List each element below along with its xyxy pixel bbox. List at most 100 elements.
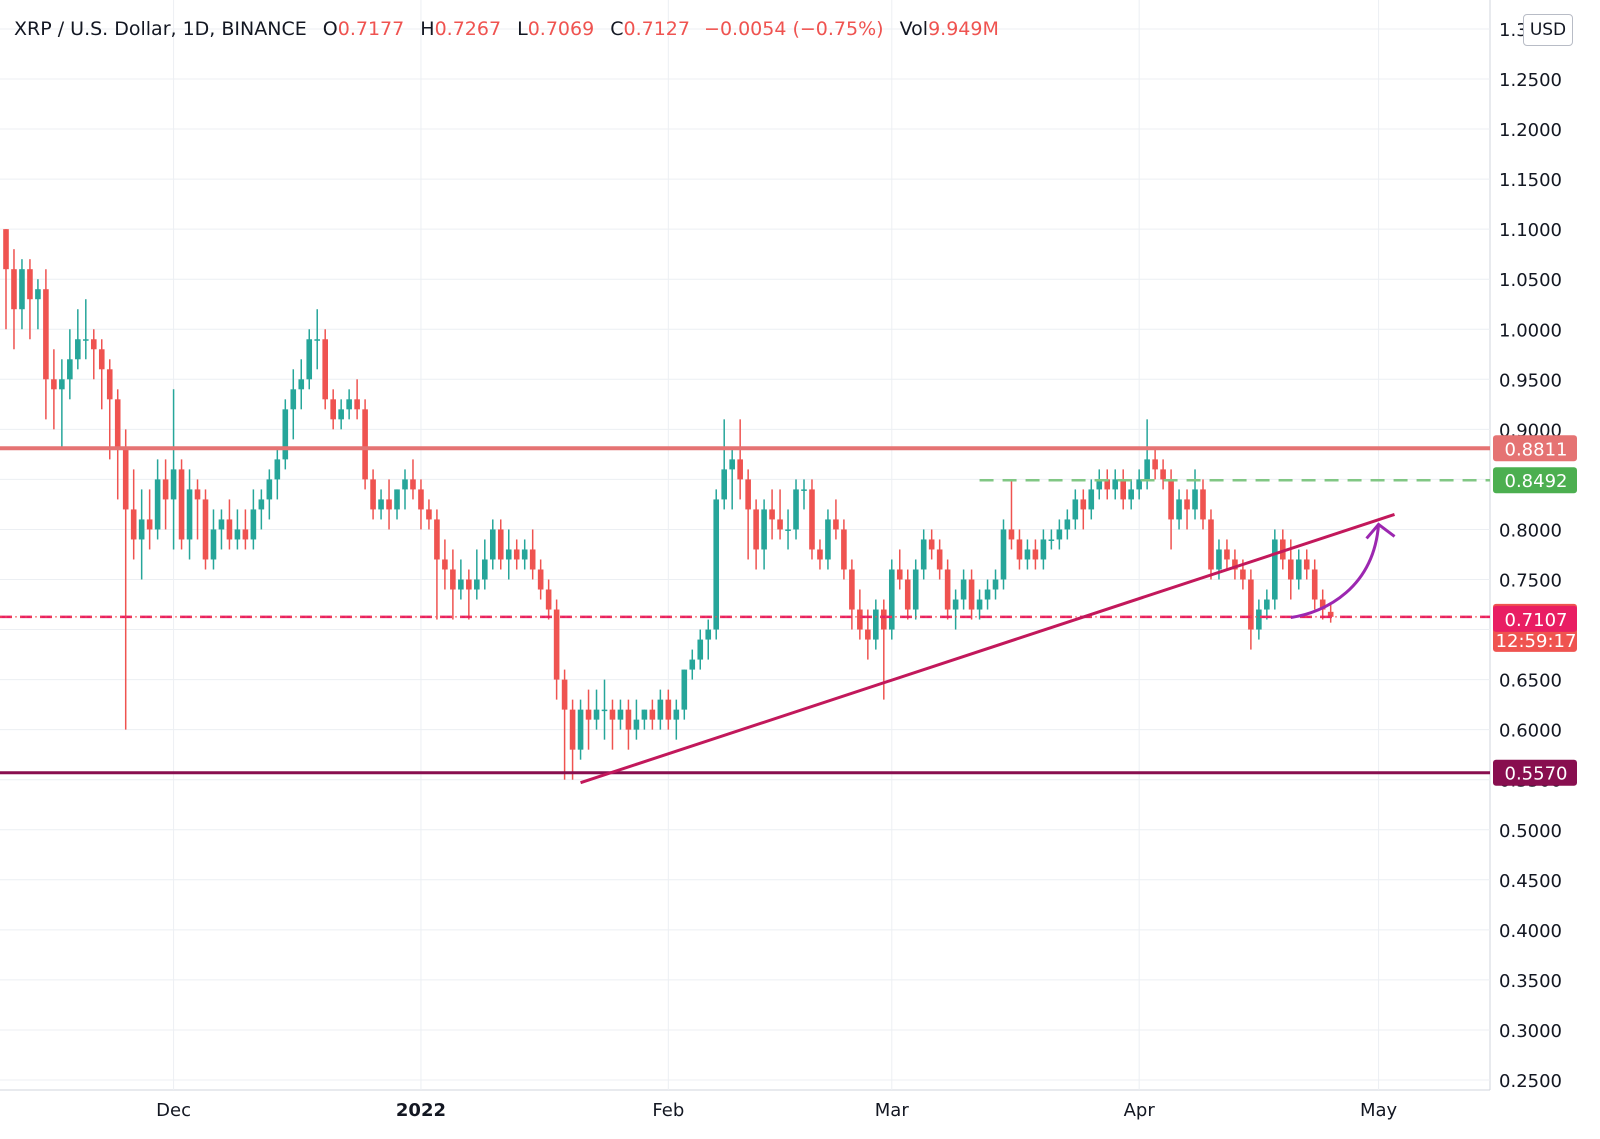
x-tick-label: 2022 (396, 1100, 446, 1121)
candle-body (513, 549, 520, 560)
candle-body (1176, 499, 1182, 520)
close-value: 0.7127 (623, 18, 690, 40)
candle-body (242, 529, 249, 540)
candle-body (234, 529, 241, 540)
candle-body (1120, 479, 1126, 500)
candle-body (817, 549, 823, 560)
x-tick-label: Dec (156, 1100, 191, 1121)
candle-body (920, 539, 927, 570)
candle-body (154, 479, 161, 530)
candle-body (992, 579, 999, 590)
y-tick-label: 0.4500 (1499, 871, 1562, 892)
candle-body (553, 609, 560, 680)
candle-body (849, 569, 855, 610)
y-tick-label: 1.0000 (1499, 320, 1562, 341)
candle-body (346, 399, 352, 410)
candle-body (976, 599, 983, 610)
y-tick-label: 0.3000 (1499, 1021, 1562, 1042)
candle-body (1040, 539, 1047, 560)
candle-body (218, 519, 225, 530)
candle-body (186, 489, 193, 540)
candle-body (745, 479, 751, 510)
low-value: 0.7069 (527, 18, 595, 40)
candle-body (226, 519, 233, 540)
ascending-trendline (580, 513, 1395, 785)
candle-body (497, 529, 504, 560)
candle-body (1096, 479, 1103, 490)
candle-body (1224, 549, 1230, 560)
candle-body (1248, 579, 1254, 630)
candle-body (1112, 479, 1119, 490)
candle-body (617, 709, 624, 720)
candle-body (833, 519, 839, 530)
candle-body (75, 339, 81, 360)
candle-body (43, 289, 49, 380)
candle-body (489, 529, 496, 560)
candle-body (809, 489, 815, 550)
candle-body (426, 509, 432, 520)
candle-body (19, 269, 25, 310)
y-tick-label: 0.8000 (1499, 520, 1562, 541)
candle-body (394, 489, 400, 510)
candle-body (936, 549, 943, 570)
candle-body (529, 549, 536, 570)
candle-body (1192, 489, 1198, 510)
candle-body (705, 629, 712, 640)
target-price-badge (1493, 467, 1577, 494)
candle-body (1200, 489, 1206, 520)
candle-body (657, 699, 664, 720)
candle-body (537, 569, 544, 590)
candle-body (410, 479, 416, 490)
candle-body (1024, 549, 1031, 560)
candle-body (729, 459, 735, 470)
candle-body (1311, 569, 1318, 600)
candle-body (266, 479, 273, 500)
candle-body (434, 519, 440, 560)
candle-body (322, 339, 328, 400)
candle-body (881, 609, 887, 630)
candle-body (1327, 611, 1334, 617)
y-tick-label: 0.4000 (1499, 921, 1562, 942)
candle-body (1208, 519, 1214, 570)
candle-body (98, 349, 105, 370)
currency-button[interactable]: USD (1523, 14, 1573, 46)
candle-body (1280, 539, 1286, 560)
candle-body (59, 379, 65, 390)
candle-body (1168, 479, 1174, 520)
candle-body (952, 599, 959, 610)
candle-body (521, 549, 528, 560)
resistance-price-badge (1493, 435, 1577, 462)
x-tick-label: Apr (1124, 1100, 1156, 1121)
candle-body (386, 499, 392, 510)
candle-body (841, 529, 847, 570)
candle-body (1240, 569, 1246, 580)
candle-body (474, 579, 480, 590)
symbol-title[interactable]: XRP / U.S. Dollar, 1D, BINANCE (14, 18, 307, 40)
candle-body (1256, 609, 1262, 630)
candle-body (1152, 459, 1158, 470)
candle-body (761, 509, 767, 550)
candle-body (1144, 459, 1150, 480)
candle-body (282, 409, 289, 460)
y-tick-label: 1.1000 (1499, 220, 1562, 241)
candle-body (689, 659, 696, 670)
candle-body (130, 509, 137, 540)
pink-level-price-badge (1493, 605, 1577, 632)
candle-body (27, 269, 33, 300)
candle-body (83, 339, 89, 341)
candle-body (585, 709, 592, 720)
candle-body (402, 479, 408, 490)
candle-body (505, 549, 512, 560)
support-price-badge (1493, 759, 1577, 786)
candle-body (338, 409, 344, 420)
candle-body (1295, 559, 1302, 580)
candle-body (106, 369, 113, 400)
candle-body (793, 489, 799, 530)
candle-body (1008, 529, 1015, 540)
candle-body (968, 579, 975, 610)
candle-body (362, 409, 368, 480)
candle-body (777, 519, 783, 530)
y-tick-label: 1.2500 (1499, 70, 1562, 91)
candle-body (721, 469, 727, 500)
